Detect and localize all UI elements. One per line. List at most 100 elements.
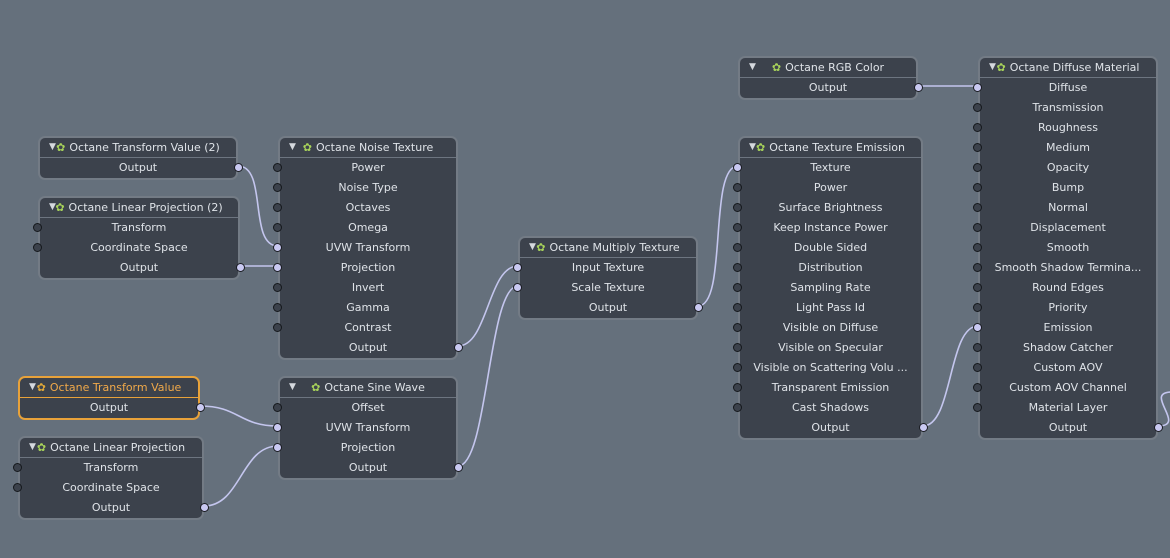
node-header[interactable]: ▼ ✿ Octane Linear Projection — [20, 438, 202, 458]
node-noise[interactable]: ▼ ✿ Octane Noise Texture Power Noise Type Oct… — [273, 136, 463, 360]
node-title: Octane Multiply Texture — [549, 241, 680, 254]
output-port[interactable] — [914, 83, 923, 92]
input-port[interactable] — [733, 163, 742, 172]
triangle-down-icon[interactable]: ▼ — [29, 382, 36, 392]
input-port[interactable] — [733, 383, 742, 392]
triangle-down-icon[interactable]: ▼ — [749, 62, 756, 72]
triangle-down-icon[interactable]: ▼ — [289, 142, 296, 152]
input-port[interactable] — [973, 403, 982, 412]
node-emis[interactable]: ▼ ✿ Octane Texture Emission Texture Power Sur… — [733, 136, 928, 440]
input-port[interactable] — [273, 323, 282, 332]
port-label: Medium — [1046, 141, 1090, 154]
input-port[interactable] — [513, 263, 522, 272]
input-port[interactable] — [733, 243, 742, 252]
input-port[interactable] — [973, 383, 982, 392]
triangle-down-icon[interactable]: ▼ — [29, 442, 36, 452]
port-row: Offset — [273, 398, 456, 418]
output-port[interactable] — [236, 263, 245, 272]
port-row: Keep Instance Power — [733, 218, 921, 238]
port-label: Cast Shadows — [791, 401, 870, 414]
input-port[interactable] — [733, 323, 742, 332]
input-port[interactable] — [973, 343, 982, 352]
triangle-down-icon[interactable]: ▼ — [49, 202, 56, 212]
input-port[interactable] — [733, 283, 742, 292]
input-port[interactable] — [973, 283, 982, 292]
input-port[interactable] — [973, 223, 982, 232]
gear-icon: ✿ — [55, 201, 65, 214]
input-port[interactable] — [973, 323, 982, 332]
input-port[interactable] — [973, 183, 982, 192]
input-port[interactable] — [973, 123, 982, 132]
node-rgb[interactable]: ▼ ✿ Octane RGB Color Output — [738, 56, 923, 100]
input-port[interactable] — [973, 143, 982, 152]
input-port[interactable] — [513, 283, 522, 292]
input-port[interactable] — [273, 443, 282, 452]
node-lp[interactable]: ▼ ✿ Octane Linear Projection Transform Coord… — [13, 436, 209, 520]
input-port[interactable] — [273, 203, 282, 212]
port-label: Visible on Specular — [778, 341, 883, 354]
input-port[interactable] — [273, 303, 282, 312]
node-header[interactable]: ▼ ✿ Octane Multiply Texture — [520, 238, 696, 258]
output-port[interactable] — [454, 343, 463, 352]
input-port[interactable] — [973, 243, 982, 252]
input-port[interactable] — [13, 463, 22, 472]
input-port[interactable] — [973, 263, 982, 272]
triangle-down-icon[interactable]: ▼ — [529, 242, 536, 252]
node-header[interactable]: ▼ ✿ Octane Transform Value (2) — [40, 138, 236, 158]
input-port[interactable] — [273, 423, 282, 432]
input-port[interactable] — [273, 243, 282, 252]
input-port[interactable] — [733, 303, 742, 312]
output-port[interactable] — [234, 163, 243, 172]
node-header[interactable]: ▼ ✿ Octane Linear Projection (2) — [40, 198, 238, 218]
input-port[interactable] — [733, 183, 742, 192]
node-tv2[interactable]: ▼ ✿ Octane Transform Value (2) Output — [38, 136, 243, 180]
input-port[interactable] — [973, 303, 982, 312]
input-port[interactable] — [733, 263, 742, 272]
input-port[interactable] — [973, 363, 982, 372]
node-header[interactable]: ▼ ✿ Octane Diffuse Material — [980, 58, 1156, 78]
port-label: Sampling Rate — [790, 281, 871, 294]
output-port[interactable] — [919, 423, 928, 432]
input-port[interactable] — [973, 83, 982, 92]
node-header[interactable]: ▼ ✿ Octane Texture Emission — [740, 138, 921, 158]
port-row: Custom AOV — [973, 358, 1156, 378]
node-header[interactable]: ▼ ✿ Octane Transform Value — [20, 378, 198, 398]
output-port[interactable] — [454, 463, 463, 472]
input-port[interactable] — [273, 163, 282, 172]
input-port[interactable] — [733, 223, 742, 232]
output-port[interactable] — [1154, 423, 1163, 432]
input-port[interactable] — [273, 283, 282, 292]
input-port[interactable] — [973, 203, 982, 212]
node-header[interactable]: ▼ ✿ Octane RGB Color — [740, 58, 916, 78]
output-port[interactable] — [200, 503, 209, 512]
input-port[interactable] — [13, 483, 22, 492]
port-label: UVW Transform — [325, 241, 411, 254]
node-mult[interactable]: ▼ ✿ Octane Multiply Texture Input Texture Sc… — [513, 236, 703, 320]
node-diff[interactable]: ▼ ✿ Octane Diffuse Material Diffuse Transmis… — [973, 56, 1163, 440]
node-sine[interactable]: ▼ ✿ Octane Sine Wave Offset UVW Transform Pro… — [273, 376, 463, 480]
input-port[interactable] — [273, 403, 282, 412]
input-port[interactable] — [973, 103, 982, 112]
input-port[interactable] — [733, 343, 742, 352]
node-tv[interactable]: ▼ ✿ Octane Transform Value Output — [18, 376, 205, 420]
output-port[interactable] — [694, 303, 703, 312]
input-port[interactable] — [973, 163, 982, 172]
port-label: Normal — [1048, 201, 1088, 214]
input-port[interactable] — [733, 403, 742, 412]
triangle-down-icon[interactable]: ▼ — [49, 142, 56, 152]
input-port[interactable] — [33, 223, 42, 232]
port-row: Power — [273, 158, 456, 178]
input-port[interactable] — [273, 183, 282, 192]
node-lp2[interactable]: ▼ ✿ Octane Linear Projection (2) Transform C… — [33, 196, 245, 280]
output-port[interactable] — [196, 403, 205, 412]
input-port[interactable] — [33, 243, 42, 252]
input-port[interactable] — [273, 263, 282, 272]
triangle-down-icon[interactable]: ▼ — [989, 62, 996, 72]
triangle-down-icon[interactable]: ▼ — [749, 142, 756, 152]
input-port[interactable] — [733, 363, 742, 372]
input-port[interactable] — [733, 203, 742, 212]
node-header[interactable]: ▼ ✿ Octane Sine Wave — [280, 378, 456, 398]
triangle-down-icon[interactable]: ▼ — [289, 382, 296, 392]
input-port[interactable] — [273, 223, 282, 232]
node-header[interactable]: ▼ ✿ Octane Noise Texture — [280, 138, 456, 158]
